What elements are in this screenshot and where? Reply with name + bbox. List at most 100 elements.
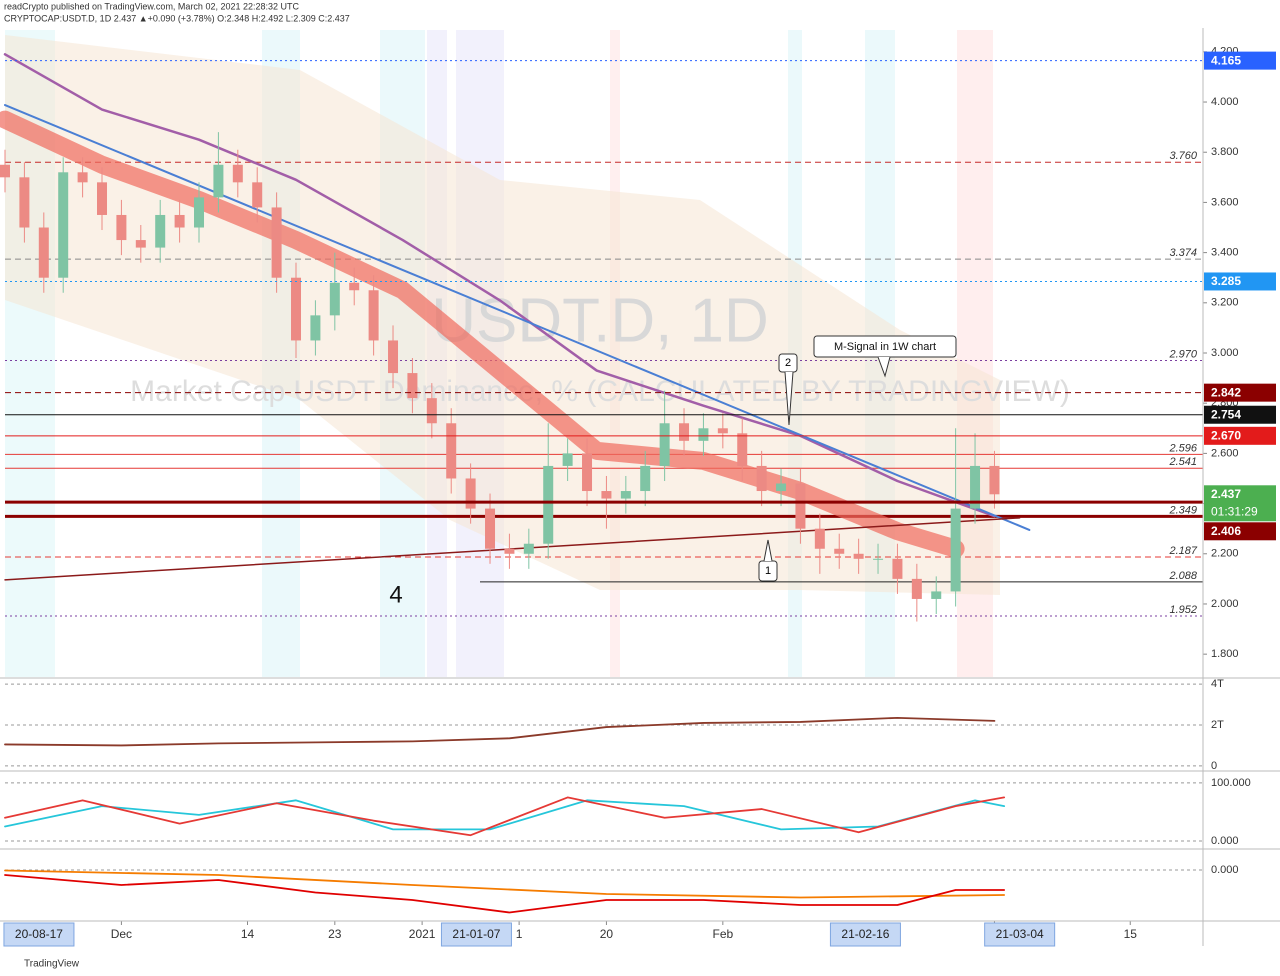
x-tick-label: 14	[241, 927, 255, 941]
date-flag	[984, 922, 1056, 947]
candle-body	[38, 227, 49, 278]
price-box	[1204, 383, 1276, 402]
annotation: 2	[785, 357, 791, 369]
candle-body	[19, 177, 30, 228]
candle-body	[329, 282, 340, 316]
candle-body	[465, 478, 476, 509]
candle-body	[97, 182, 108, 215]
candle-body	[232, 164, 243, 183]
candle-body	[698, 428, 709, 441]
price-label: 2.754	[1211, 407, 1241, 421]
pane-tick-label: 0.000	[1211, 864, 1239, 876]
pane-tick-label: 0	[1211, 760, 1217, 772]
candle-body	[737, 433, 748, 466]
candle-body	[504, 548, 515, 554]
candle-body	[349, 282, 360, 291]
pane-line	[4, 869, 1006, 899]
price-label: 2.437	[1211, 487, 1241, 501]
callout-tail	[763, 539, 773, 562]
level-label: 1.952	[1169, 604, 1197, 616]
level-label: 2.596	[1168, 442, 1197, 454]
watermark-subtitle: Market Cap USDT Dominance, % (CALCULATED…	[130, 375, 1070, 408]
date-flag	[829, 922, 901, 947]
level-label: 2.349	[1168, 504, 1197, 516]
candle-body	[0, 164, 10, 178]
level-label: 2.970	[1168, 348, 1197, 360]
x-tick-label: 1	[516, 927, 523, 941]
annotation: M-Signal in 1W chart	[834, 341, 936, 353]
candle-body	[213, 164, 224, 198]
candle-body	[834, 548, 845, 554]
candle-body	[892, 558, 903, 579]
candle-body	[582, 453, 593, 492]
callout-tail	[784, 371, 794, 426]
date-flag-label: 21-02-16	[841, 927, 889, 941]
x-tick-label: Dec	[111, 927, 132, 941]
candle-body	[407, 373, 418, 399]
price-label: 3.285	[1211, 274, 1241, 288]
price-box	[1204, 272, 1276, 291]
pane-tick-label: 0.000	[1211, 835, 1239, 847]
y-tick-label: 2.200	[1211, 548, 1239, 560]
candle-body	[543, 465, 554, 544]
candle-body	[717, 428, 728, 434]
annotation: 1	[765, 565, 771, 577]
price-box	[1204, 51, 1276, 70]
pane-tick-label: 2T	[1211, 719, 1224, 731]
y-tick-label: 3.800	[1211, 146, 1239, 158]
candle-body	[853, 553, 864, 559]
y-tick-label: 2.000	[1211, 598, 1239, 610]
price-label: 2.406	[1211, 524, 1241, 538]
candle-body	[485, 508, 496, 549]
y-tick-label: 3.000	[1211, 347, 1239, 359]
x-tick-label: 15	[1124, 927, 1138, 941]
y-tick-label: 2.600	[1211, 447, 1239, 459]
candle-body	[562, 453, 573, 466]
candle-body	[194, 197, 205, 228]
candle-body	[291, 277, 302, 341]
price-label: 2.670	[1211, 428, 1241, 442]
candle-body	[795, 483, 806, 529]
x-tick-label: Feb	[712, 927, 733, 941]
date-flag	[3, 922, 75, 947]
candle-body	[970, 465, 981, 509]
annotation-msignal: M-Signal in 1W chart 2 1 4	[389, 335, 957, 608]
y-tick-label: 4.000	[1211, 96, 1239, 108]
candle-body	[640, 465, 651, 492]
countdown: 01:31:29	[1211, 504, 1258, 518]
candle-body	[116, 214, 127, 241]
price-label: 4.165	[1211, 53, 1241, 67]
price-box	[1204, 405, 1276, 424]
publisher: readCrypto published on TradingView.com,…	[4, 1, 300, 11]
candle-body	[950, 508, 961, 592]
y-tick-label: 3.200	[1211, 297, 1239, 309]
level-label: 2.187	[1168, 545, 1197, 557]
series-line	[3, 53, 996, 518]
candle-body	[426, 398, 437, 424]
candle-body	[601, 491, 612, 499]
price-box	[1204, 426, 1276, 445]
candle-body	[989, 465, 1000, 495]
pane-line	[4, 796, 1006, 837]
candle-body	[252, 182, 263, 208]
symbol-line: CRYPTOCAP:USDT.D, 1D 2.437 ▲+0.090 (+3.7…	[4, 13, 350, 23]
series-line	[0, 110, 965, 558]
date-flag	[440, 922, 512, 947]
candle-body	[310, 315, 321, 341]
x-tick-label: 20	[600, 927, 614, 941]
date-flag-label: 20-08-17	[15, 927, 63, 941]
series-line	[4, 104, 1031, 531]
candle-body	[523, 543, 534, 554]
candle-body	[58, 172, 69, 278]
level-label: 2.088	[1168, 570, 1197, 582]
candle-body	[135, 240, 146, 248]
level-label: 3.374	[1169, 247, 1197, 259]
date-flag-label: 21-03-04	[996, 927, 1044, 941]
annotation: 4	[389, 581, 402, 608]
candle-body	[659, 423, 670, 466]
date-flag-label: 21-01-07	[452, 927, 500, 941]
price-label: 2.842	[1211, 385, 1241, 399]
main-pane: 1.8002.0002.2002.4002.6002.8003.0003.200…	[0, 46, 1276, 947]
